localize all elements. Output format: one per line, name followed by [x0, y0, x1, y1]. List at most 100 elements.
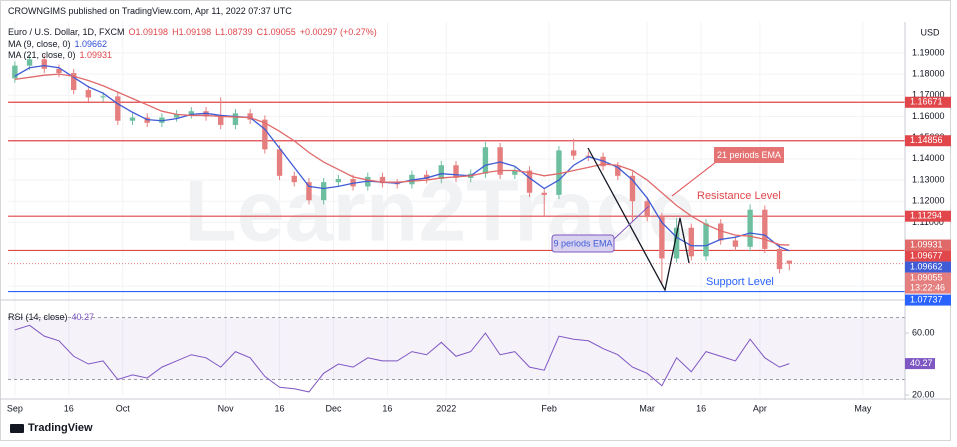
- footer-text: TradingView: [28, 422, 93, 434]
- legend-value: 1.09931: [79, 50, 113, 60]
- x-tick-label: Feb: [541, 403, 557, 413]
- x-tick-label: Sep: [7, 403, 23, 413]
- x-tick-label: 16: [275, 403, 285, 413]
- x-tick-label: Apr: [753, 403, 767, 413]
- legend-value: 40.27: [71, 312, 95, 322]
- symbol-title: Euro / U.S. Dollar, 1D, FXCM: [8, 27, 125, 37]
- annotation: 9 periods EMA: [553, 238, 612, 248]
- candle-body: [703, 223, 709, 257]
- candle-body: [306, 182, 312, 201]
- price-label-box: [905, 294, 951, 306]
- footer: TradingView: [10, 422, 93, 434]
- price-label-box: [905, 239, 951, 251]
- price-label-box: [905, 272, 951, 294]
- x-tick-label: Nov: [218, 403, 235, 413]
- axes: Sep 16 Oct Nov 16 Dec 16 2022 Feb Mar 16 Apr May 1.19…: [7, 47, 951, 413]
- candle-body: [615, 166, 621, 176]
- x-tick-label: 16: [696, 403, 706, 413]
- y-tick-label: 1.11000: [912, 217, 944, 227]
- candle-body: [556, 150, 562, 195]
- legend-name: MA (21, close, 0): [8, 50, 76, 60]
- price-label: 1.09055: [910, 272, 943, 282]
- candle-body: [438, 165, 445, 179]
- rsi-label-box: [905, 358, 935, 370]
- candle-body: [786, 260, 793, 264]
- legend-name: RSI (14, close): [8, 312, 68, 322]
- candle-body: [276, 149, 283, 176]
- price-label: 1.09662: [910, 261, 943, 271]
- y-tick-label: 1.19000: [912, 47, 945, 57]
- callout-box: [551, 234, 615, 253]
- price-label-box: [905, 96, 951, 108]
- grid: [8, 22, 909, 397]
- candle-body: [644, 201, 650, 218]
- y-tick-label: 1.16000: [912, 111, 945, 121]
- y-tick-label: 1.17000: [912, 90, 945, 100]
- candle-body: [262, 119, 268, 150]
- countdown-label: 13:22:46: [910, 282, 945, 292]
- y-tick-label: 20.00: [912, 389, 935, 399]
- price-label: 1.09931: [910, 239, 943, 249]
- drawings: 21 periods EMA Resistance Level 9 period…: [551, 147, 784, 292]
- callout-box: [714, 147, 784, 163]
- candle-body: [320, 182, 327, 201]
- price-label: 1.16671: [910, 97, 943, 107]
- x-tick-label: May: [854, 403, 872, 413]
- ohlc-change: +0.00297 (+0.27%): [299, 27, 377, 37]
- candle-body: [512, 170, 518, 175]
- price-label-box: [905, 250, 951, 262]
- ma-legend: MA (9, close, 0) 1.09662: [8, 39, 107, 49]
- currency-label: USD: [920, 27, 940, 37]
- logo-icon: [10, 423, 24, 433]
- annotation: 21 periods EMA: [717, 150, 781, 160]
- candle-body: [173, 114, 180, 118]
- rsi-label: 40.27: [910, 358, 933, 368]
- candle-body: [762, 209, 768, 249]
- price-label-box: [905, 210, 951, 222]
- candle-body: [379, 176, 386, 184]
- ohlc-value: C1.09055: [256, 27, 296, 37]
- candle-body: [747, 209, 753, 247]
- candle-body: [673, 227, 680, 259]
- candle-body: [718, 223, 724, 241]
- candle-body: [188, 111, 195, 115]
- publisher: CROWNGIMS published on TradingView.com, …: [8, 6, 292, 16]
- ma-line: [14, 73, 790, 246]
- legend-value: 1.09662: [74, 39, 108, 49]
- y-tick-label: 1.12000: [912, 196, 945, 206]
- y-tick-label: 1.13000: [912, 174, 945, 184]
- candle-body: [12, 65, 18, 79]
- x-tick-label: Oct: [116, 403, 131, 413]
- candle-body: [541, 192, 547, 195]
- candle-body: [115, 96, 121, 121]
- x-tick-label: 2022: [436, 403, 456, 413]
- ma-legend: MA (21, close, 0) 1.09931: [8, 50, 112, 60]
- y-tick-label: 60.00: [912, 327, 935, 337]
- candle-body: [85, 90, 92, 98]
- candle-body: [776, 248, 783, 270]
- callout-line: [612, 205, 650, 241]
- ohlc-value: O1.09198: [128, 27, 169, 37]
- x-tick-label: 16: [64, 403, 74, 413]
- price-label: 1.14856: [910, 135, 943, 145]
- candle-body: [629, 175, 636, 202]
- price-label-box: [905, 135, 951, 147]
- candle-body: [56, 68, 62, 74]
- candle-body: [70, 73, 77, 91]
- candle-body: [497, 147, 503, 175]
- candle-body: [41, 59, 47, 69]
- annotation: Resistance Level: [697, 190, 781, 202]
- price-label: 1.11294: [910, 211, 942, 221]
- candle-body: [526, 170, 533, 193]
- candle-body: [129, 117, 136, 121]
- y-tick-label: 1.18000: [912, 68, 945, 78]
- candle-body: [688, 227, 694, 257]
- candle-body: [423, 174, 430, 179]
- candle-body: [732, 240, 739, 247]
- candle-body: [247, 113, 253, 120]
- marks: [8, 55, 905, 393]
- price-label: 1.09677: [910, 250, 943, 260]
- y-tick-label: 1.14000: [912, 153, 945, 163]
